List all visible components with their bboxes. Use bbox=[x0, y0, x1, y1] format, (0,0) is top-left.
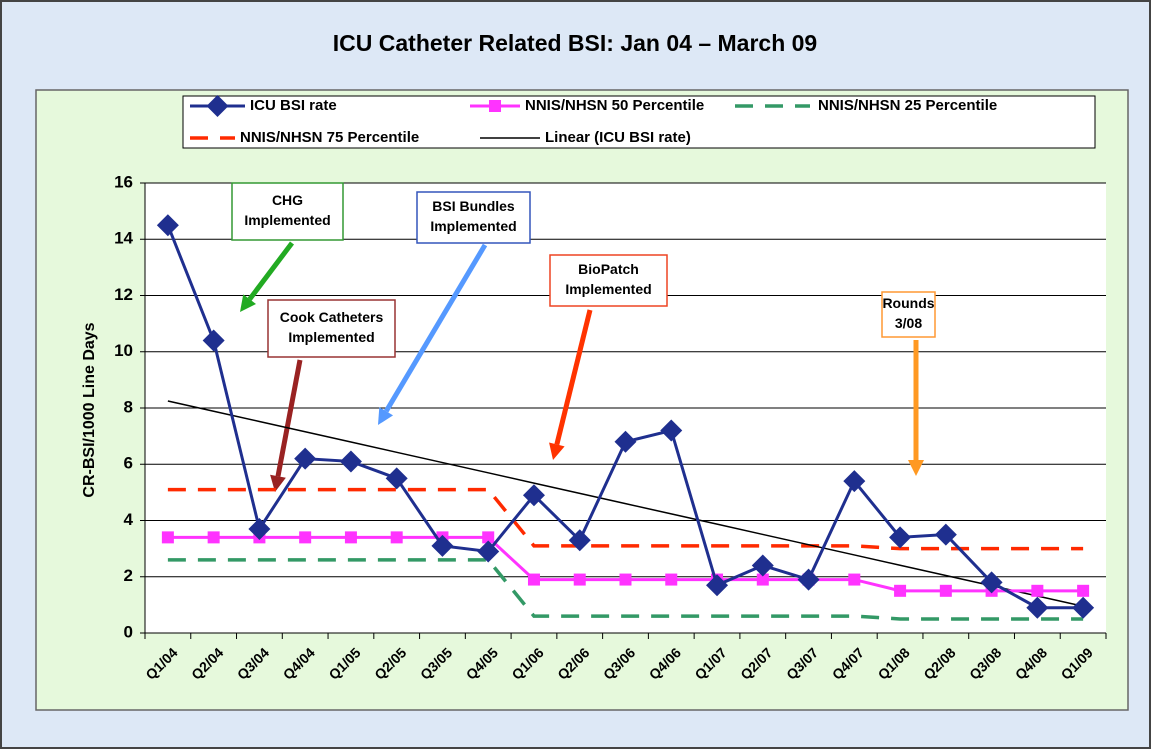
marker bbox=[431, 534, 454, 557]
y-tick-label: 16 bbox=[114, 172, 133, 191]
marker bbox=[344, 531, 357, 544]
marker bbox=[385, 467, 408, 490]
y-tick-label: 10 bbox=[114, 341, 133, 360]
marker bbox=[1031, 584, 1044, 597]
annotation-arrow bbox=[384, 243, 488, 413]
annotation-arrowhead bbox=[270, 474, 286, 492]
marker bbox=[848, 573, 861, 586]
annotation-box bbox=[231, 182, 344, 241]
legend-label: ICU BSI rate bbox=[250, 97, 337, 114]
y-tick-label: 6 bbox=[124, 454, 133, 473]
marker bbox=[751, 554, 774, 577]
annotation-text: Cook Catheters bbox=[280, 309, 384, 325]
marker bbox=[477, 540, 500, 563]
marker bbox=[706, 574, 729, 597]
marker bbox=[619, 573, 632, 586]
y-tick-label: 14 bbox=[114, 229, 133, 248]
legend-marker bbox=[206, 95, 229, 117]
marker bbox=[527, 573, 540, 586]
y-tick-label: 12 bbox=[114, 285, 133, 304]
marker bbox=[339, 450, 362, 473]
marker bbox=[299, 531, 312, 544]
legend-label: Linear (ICU BSI rate) bbox=[545, 129, 691, 146]
legend bbox=[182, 95, 1096, 149]
annotation-text: 3/08 bbox=[895, 315, 922, 331]
annotation-box bbox=[881, 291, 936, 338]
chart-title: ICU Catheter Related BSI: Jan 04 – March… bbox=[333, 30, 817, 56]
marker bbox=[614, 430, 637, 453]
annotation-arrowhead bbox=[378, 407, 394, 425]
legend-label: NNIS/NHSN 75 Percentile bbox=[240, 129, 419, 146]
annotation-text: Implemented bbox=[565, 281, 651, 297]
marker bbox=[202, 329, 225, 352]
annotation-arrow bbox=[554, 309, 593, 446]
legend-label: NNIS/NHSN 50 Percentile bbox=[525, 97, 704, 114]
marker bbox=[894, 584, 907, 597]
marker bbox=[156, 214, 179, 237]
marker bbox=[207, 531, 220, 544]
annotation-text: BioPatch bbox=[578, 261, 639, 277]
y-tick-label: 4 bbox=[124, 510, 134, 529]
marker bbox=[797, 568, 820, 591]
annotation-arrow bbox=[275, 359, 303, 477]
marker bbox=[934, 523, 957, 546]
marker bbox=[482, 531, 495, 544]
legend-marker bbox=[489, 100, 501, 112]
marker bbox=[889, 526, 912, 549]
marker bbox=[1077, 584, 1090, 597]
annotation-text: Rounds bbox=[882, 295, 934, 311]
y-tick-label: 8 bbox=[124, 397, 133, 416]
series-line bbox=[167, 487, 1084, 551]
y-axis-label: CR-BSI/1000 Line Days bbox=[81, 322, 98, 497]
marker bbox=[248, 517, 271, 540]
series-line bbox=[167, 558, 1084, 621]
marker bbox=[1026, 596, 1049, 619]
marker bbox=[665, 573, 678, 586]
annotation-arrow bbox=[247, 241, 294, 301]
y-tick-label: 2 bbox=[124, 566, 133, 585]
marker bbox=[756, 573, 769, 586]
annotation-text: Implemented bbox=[288, 329, 374, 345]
marker bbox=[390, 531, 403, 544]
marker bbox=[522, 484, 545, 507]
annotation-text: Implemented bbox=[244, 212, 330, 228]
annotation-box bbox=[267, 299, 396, 358]
annotation-box bbox=[416, 191, 531, 244]
marker bbox=[843, 470, 866, 493]
marker bbox=[568, 529, 591, 552]
marker bbox=[980, 571, 1003, 594]
marker bbox=[294, 447, 317, 470]
marker bbox=[573, 573, 586, 586]
series-line bbox=[167, 400, 1084, 608]
legend-label: NNIS/NHSN 25 Percentile bbox=[818, 97, 997, 114]
annotation-arrowhead bbox=[240, 294, 257, 312]
annotation-text: CHG bbox=[272, 192, 303, 208]
marker bbox=[660, 419, 683, 442]
marker bbox=[1072, 596, 1095, 619]
annotation-arrowhead bbox=[908, 460, 924, 476]
annotation-text: BSI Bundles bbox=[432, 198, 515, 214]
annotation-arrowhead bbox=[549, 442, 565, 460]
marker bbox=[939, 584, 952, 597]
marker bbox=[161, 531, 174, 544]
annotation-box bbox=[549, 254, 668, 307]
annotation-text: Implemented bbox=[430, 218, 516, 234]
y-tick-label: 0 bbox=[124, 622, 133, 641]
